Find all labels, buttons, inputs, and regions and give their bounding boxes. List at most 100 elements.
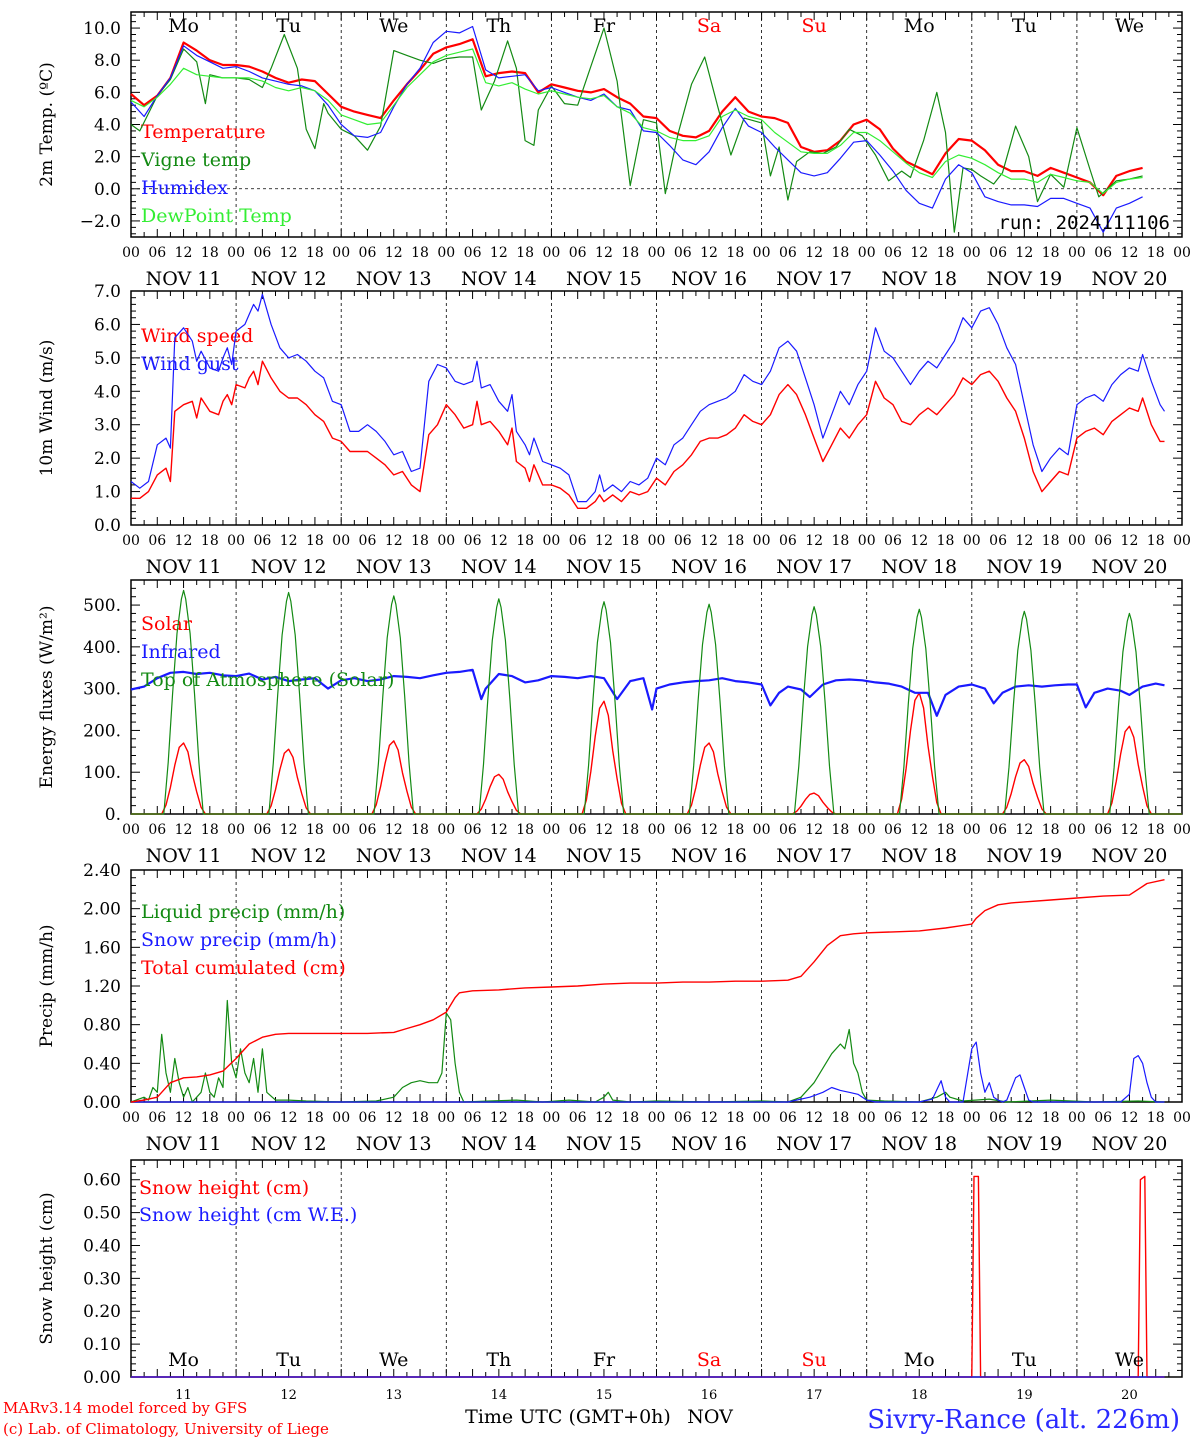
y-tick-label: 1.20 xyxy=(83,977,121,997)
x-hour-label: 00 xyxy=(542,245,560,261)
day-number-label: 20 xyxy=(1121,1388,1138,1403)
x-hour-label: 18 xyxy=(306,822,324,838)
y-tick-label: 0. xyxy=(105,805,121,825)
x-date-label: NOV 19 xyxy=(986,556,1062,578)
y-axis-label: Precip (mm/h) xyxy=(37,924,57,1047)
footer-credit-model: MARv3.14 model forced by GFS xyxy=(3,1399,247,1417)
x-hour-label: 00 xyxy=(963,533,981,549)
series-line-snow-precip-mm-h xyxy=(131,1041,1165,1103)
x-hour-label: 00 xyxy=(122,822,140,838)
x-hour-label: 12 xyxy=(1121,533,1139,549)
x-hour-label: 06 xyxy=(569,1110,587,1126)
x-date-label: NOV 17 xyxy=(776,556,852,578)
y-tick-label: 2.0 xyxy=(94,449,121,469)
x-hour-label: 00 xyxy=(753,245,771,261)
day-name-label: Sa xyxy=(697,1349,721,1371)
y-tick-label: 500. xyxy=(83,596,121,616)
day-number-label: 15 xyxy=(596,1388,613,1403)
x-hour-label: 06 xyxy=(779,822,797,838)
x-hour-label: 00 xyxy=(648,533,666,549)
x-date-label: NOV 17 xyxy=(776,845,852,867)
day-name-label: Tu xyxy=(1012,15,1037,37)
x-hour-label: 00 xyxy=(753,533,771,549)
x-hour-label: 00 xyxy=(122,1110,140,1126)
legend-entry: Wind speed xyxy=(141,325,253,347)
x-hour-label: 18 xyxy=(516,245,534,261)
series-line-infrared xyxy=(130,668,1165,717)
day-name-label: Fr xyxy=(593,1349,616,1371)
x-hour-label: 18 xyxy=(937,1110,955,1126)
y-tick-label: 0.30 xyxy=(83,1269,121,1289)
x-hour-label: 18 xyxy=(411,822,429,838)
x-hour-label: 06 xyxy=(569,533,587,549)
x-hour-label: 12 xyxy=(700,245,718,261)
x-hour-label: 18 xyxy=(1147,533,1165,549)
x-date-label: NOV 14 xyxy=(461,845,537,867)
x-hour-label: 00 xyxy=(1068,245,1086,261)
y-tick-label: 400. xyxy=(83,638,121,658)
x-hour-label: 06 xyxy=(569,245,587,261)
day-name-label: Tu xyxy=(1012,1349,1037,1371)
legend-entry: Liquid precip (mm/h) xyxy=(141,901,345,923)
x-hour-label: 00 xyxy=(1068,1110,1086,1126)
x-hour-label: 06 xyxy=(1094,245,1112,261)
y-tick-label: 0.0 xyxy=(94,516,121,536)
day-name-label: Fr xyxy=(593,15,616,37)
x-hour-label: 12 xyxy=(490,1110,508,1126)
x-date-label: NOV 20 xyxy=(1092,1133,1168,1155)
legend-entry: Infrared xyxy=(141,641,221,663)
x-hour-label: 00 xyxy=(227,1110,245,1126)
x-hour-label: 12 xyxy=(805,245,823,261)
x-hour-label: 12 xyxy=(280,245,298,261)
x-hour-label: 06 xyxy=(674,245,692,261)
x-hour-label: 06 xyxy=(253,533,271,549)
x-hour-label: 06 xyxy=(989,822,1007,838)
day-name-label: Tu xyxy=(276,15,301,37)
x-hour-label: 18 xyxy=(1042,533,1060,549)
x-hour-label: 12 xyxy=(280,1110,298,1126)
x-hour-label: 18 xyxy=(516,533,534,549)
x-date-label: NOV 12 xyxy=(251,1133,327,1155)
x-date-label: NOV 19 xyxy=(986,1133,1062,1155)
x-hour-label: 18 xyxy=(306,533,324,549)
x-hour-label: 12 xyxy=(1015,245,1033,261)
x-hour-label: 18 xyxy=(726,822,744,838)
x-hour-label: 06 xyxy=(148,822,166,838)
day-name-label: Mo xyxy=(168,1349,199,1371)
x-hour-label: 00 xyxy=(332,245,350,261)
y-tick-label: −2.0 xyxy=(80,212,121,232)
series-line-total-cumulated-cm xyxy=(130,879,1165,1103)
x-date-label: NOV 12 xyxy=(251,268,327,290)
x-axis-label: Time UTC (GMT+0h) xyxy=(465,1406,671,1428)
x-hour-label: 06 xyxy=(1094,822,1112,838)
panel-2: 7.0 6.0 5.0 4.0 3.0 2.0 1.0 0.0 10m Wind (m/s) 00… xyxy=(37,282,1191,578)
x-hour-label: 00 xyxy=(437,533,455,549)
x-hour-label: 18 xyxy=(726,245,744,261)
y-tick-label: 0.40 xyxy=(83,1236,121,1256)
legend-entry: Wind gust xyxy=(141,353,239,375)
y-tick-label: 10.0 xyxy=(83,19,121,39)
y-tick-label: 2.0 xyxy=(94,148,121,168)
day-name-label: Mo xyxy=(904,1349,935,1371)
x-hour-label: 18 xyxy=(1147,1110,1165,1126)
x-hour-label: 12 xyxy=(805,533,823,549)
x-hour-label: 18 xyxy=(832,1110,850,1126)
x-hour-label: 12 xyxy=(700,533,718,549)
x-hour-label: 00 xyxy=(1173,822,1191,838)
x-hour-label: 00 xyxy=(1068,822,1086,838)
x-date-label: NOV 11 xyxy=(146,845,222,867)
x-hour-label: 06 xyxy=(989,1110,1007,1126)
x-date-label: NOV 18 xyxy=(881,556,957,578)
legend-entry: Solar xyxy=(141,613,193,635)
station-name: Sivry-Rance (alt. 226m) xyxy=(867,1405,1180,1435)
x-hour-label: 00 xyxy=(227,533,245,549)
x-date-label: NOV 11 xyxy=(146,268,222,290)
legend-entry: DewPoint Temp xyxy=(141,205,292,227)
x-hour-label: 06 xyxy=(464,822,482,838)
x-hour-label: 00 xyxy=(437,1110,455,1126)
y-tick-label: 5.0 xyxy=(94,349,121,369)
x-hour-label: 00 xyxy=(542,533,560,549)
legend-entry: Snow height (cm W.E.) xyxy=(139,1204,357,1226)
x-date-label: NOV 20 xyxy=(1092,556,1168,578)
x-hour-label: 18 xyxy=(937,533,955,549)
